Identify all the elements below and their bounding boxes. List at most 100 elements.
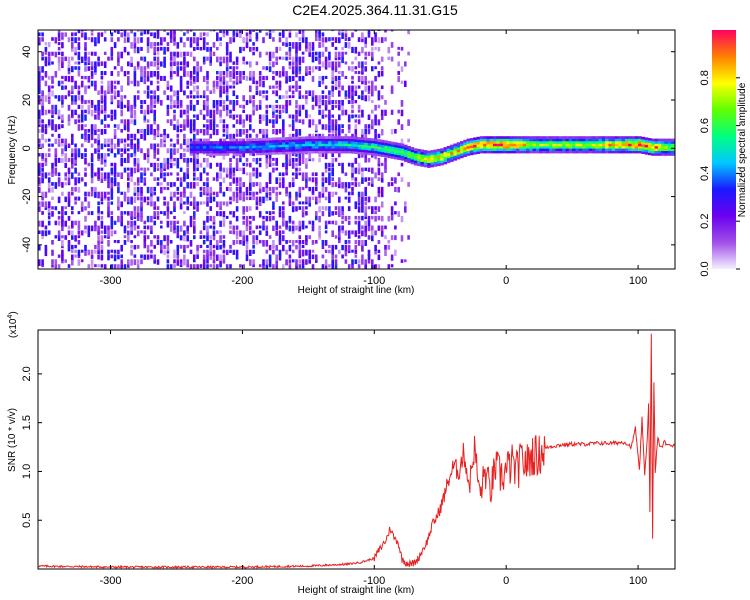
spectrogram-cell — [249, 85, 252, 93]
spectrogram-cell — [61, 124, 64, 129]
spectrogram-cell — [377, 162, 381, 167]
spectrogram-cell — [160, 143, 163, 148]
signal-cell — [512, 138, 517, 142]
spectrogram-cell — [347, 95, 351, 99]
signal-cell — [315, 145, 319, 149]
signal-cell — [331, 138, 335, 142]
spectrogram-cell — [133, 133, 137, 141]
spectrogram-cell — [249, 186, 252, 192]
spectrogram-cell — [41, 124, 44, 131]
spectrogram-cell — [189, 157, 193, 163]
spectrogram-cell — [249, 259, 252, 266]
spectrogram-cell — [163, 133, 166, 141]
spectrogram-cell — [179, 182, 183, 187]
spectrogram-cell — [41, 119, 44, 124]
spectrogram-cell — [186, 172, 189, 179]
spectrogram-cell — [324, 240, 328, 246]
spectrogram-cell — [153, 133, 156, 140]
signal-cell — [262, 152, 266, 156]
spectrogram-cell — [90, 225, 94, 232]
signal-cell — [624, 148, 629, 151]
spectrogram-cell — [229, 167, 232, 174]
spectrogram-cell — [291, 230, 295, 234]
spectrogram-cell — [331, 114, 334, 118]
signal-cell — [496, 141, 500, 144]
spectrogram-cell — [120, 85, 123, 92]
spectrogram-cell — [298, 119, 302, 123]
spectrogram-cell — [189, 138, 193, 142]
spectrogram-cell — [354, 240, 358, 244]
signal-cell — [446, 160, 451, 164]
spectrogram-cell — [338, 114, 341, 121]
spectrogram-cell — [377, 191, 381, 198]
spectrogram-cell — [67, 114, 71, 121]
signal-cell — [282, 146, 286, 150]
spectrogram-cell — [160, 182, 163, 186]
signal-cell — [397, 150, 401, 153]
signal-cell — [476, 139, 481, 142]
signal-cell — [420, 164, 425, 167]
signal-cell — [315, 148, 319, 151]
spectrogram-cell — [54, 51, 58, 58]
spectrogram-cell — [380, 71, 384, 77]
signal-cell — [618, 141, 622, 144]
signal-cell — [305, 146, 309, 149]
spectrogram-cell — [272, 85, 275, 89]
spectrogram-cell — [130, 201, 133, 205]
spectrogram-cell — [341, 220, 344, 224]
spectrogram-cell — [321, 75, 325, 81]
spectrogram-cell — [249, 100, 252, 104]
signal-cell — [542, 143, 547, 147]
spectrogram-cell — [113, 85, 117, 90]
spectrogram-cell — [347, 100, 351, 104]
spectrogram-cell — [235, 196, 239, 203]
spectrogram-cell — [235, 100, 239, 106]
spectrogram-cell — [186, 37, 189, 41]
signal-cell — [601, 143, 606, 147]
spectrogram-cell — [278, 37, 282, 43]
spectrogram-cell — [117, 215, 120, 223]
spectrogram-cell — [308, 220, 311, 225]
spectrogram-cell — [193, 119, 196, 125]
spectrogram-cell — [232, 90, 236, 97]
signal-cell — [516, 150, 520, 154]
spectrogram-cell — [80, 230, 84, 236]
signal-cell — [384, 147, 388, 151]
signal-cell — [318, 141, 322, 144]
spectrogram-cell — [176, 259, 180, 266]
signal-cell — [377, 144, 382, 147]
spectrogram-cell — [278, 182, 282, 188]
spectrogram-cell — [143, 80, 147, 85]
spectrogram-cell — [255, 225, 259, 230]
spectrogram-cell — [57, 143, 61, 147]
spectrogram-cell — [47, 95, 51, 100]
spectrogram-cell — [140, 56, 143, 61]
signal-cell — [275, 147, 279, 150]
spectrogram-cell — [179, 191, 183, 197]
spectrogram-cell — [239, 129, 242, 135]
spectrogram-cell — [321, 211, 325, 217]
spectrogram-cell — [357, 230, 361, 235]
spectrogram-cell — [321, 61, 325, 68]
spectrogram-cell — [334, 129, 338, 135]
signal-cell — [255, 145, 260, 149]
spectrogram-cell — [318, 215, 321, 223]
spectrogram-cell — [311, 90, 315, 97]
spectrogram-cell — [74, 157, 77, 165]
signal-cell — [420, 156, 425, 160]
signal-cell — [367, 140, 372, 144]
spectrogram-cell — [169, 119, 173, 126]
signal-cell — [466, 148, 471, 151]
spectrogram-cell — [183, 90, 186, 96]
spectrogram-cell — [354, 177, 358, 182]
spectrogram-cell — [334, 61, 338, 68]
spectrogram-cell — [176, 95, 180, 101]
spectrogram-cell — [202, 56, 206, 63]
spectrogram-cell — [275, 220, 278, 227]
spectrogram-cell — [117, 264, 120, 269]
spectrogram-cell — [143, 182, 147, 186]
spectrogram-cell — [150, 95, 153, 100]
signal-cell — [344, 150, 349, 154]
signal-cell — [446, 155, 451, 159]
spectrogram-cell — [186, 143, 189, 148]
